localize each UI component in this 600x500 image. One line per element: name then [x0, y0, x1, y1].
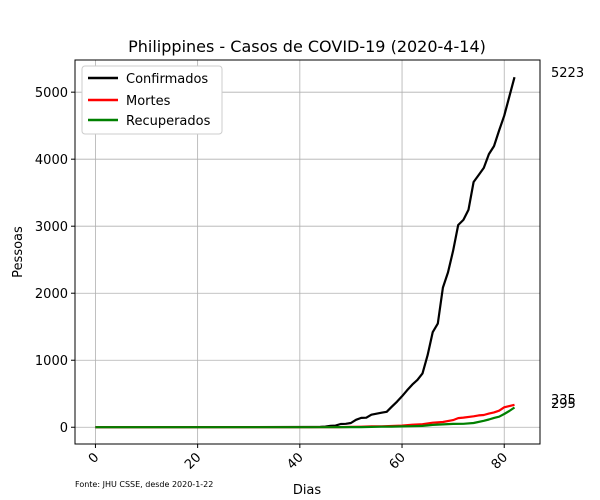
y-tick-label: 3000	[35, 220, 68, 235]
legend-box	[81, 65, 223, 135]
x-axis-label: Dias	[293, 483, 322, 498]
series-line-recuperados	[95, 406, 516, 429]
y-tick-label: 1000	[35, 354, 68, 369]
legend-label-confirmados: Confirmados	[126, 72, 208, 87]
grid	[75, 60, 540, 444]
y-tick-label: 2000	[35, 287, 68, 302]
y-tick-label: 5000	[35, 86, 68, 101]
y-tick-label: 4000	[35, 153, 68, 168]
series-line-confirmados	[95, 76, 516, 429]
chart-title: Philippines - Casos de COVID-19 (2020-4-…	[128, 37, 486, 56]
end-label-confirmados: 5223	[551, 66, 584, 81]
end-label-recuperados: 295	[551, 397, 576, 412]
legend: Confirmados Mortes Recuperados	[81, 65, 223, 135]
legend-label-mortes: Mortes	[126, 94, 171, 109]
plot-frame	[74, 59, 541, 445]
legend-label-recuperados: Recuperados	[126, 114, 211, 129]
source-note: Fonte: JHU CSSE, desde 2020-1-22	[75, 480, 213, 489]
y-axis-label: Pessoas	[11, 226, 26, 278]
end-label-mortes: 335	[551, 393, 576, 408]
series-lines	[95, 76, 516, 429]
y-tick-label: 0	[60, 421, 68, 436]
